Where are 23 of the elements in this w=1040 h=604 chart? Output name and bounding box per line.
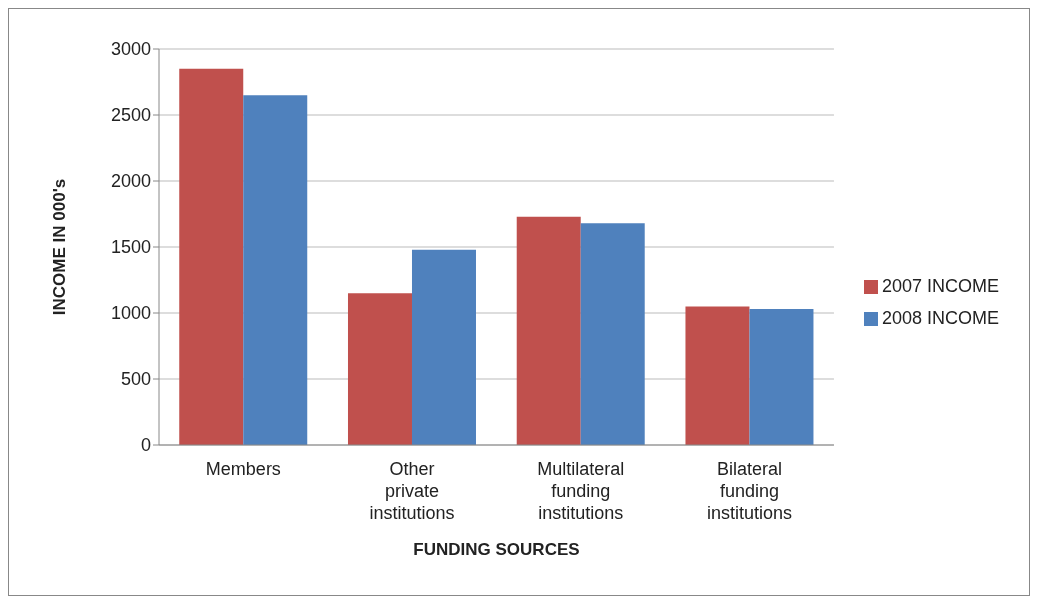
- bar: [411, 249, 476, 445]
- y-tick-label: 500: [120, 369, 151, 390]
- legend-label: 2007 INCOME: [881, 276, 999, 296]
- legend-label: 2008 INCOME: [881, 308, 999, 328]
- y-tick-label: 1000: [110, 303, 151, 324]
- y-tick-label: 2500: [110, 105, 151, 126]
- x-tick-label: Bilateral funding institutions: [707, 459, 793, 523]
- bar: [516, 216, 581, 445]
- x-tick-label: Multilateral funding institutions: [537, 459, 625, 523]
- bar: [179, 68, 244, 445]
- bar: [749, 309, 814, 445]
- bar: [347, 293, 412, 445]
- y-axis-title: INCOME IN 000's: [50, 178, 70, 316]
- y-tick-label: 1500: [110, 237, 151, 258]
- y-tick-label: 3000: [110, 39, 151, 60]
- x-axis-title: FUNDING SOURCES: [413, 540, 580, 559]
- x-tick-label: Other private institutions: [369, 459, 455, 523]
- y-tick-label: 2000: [110, 171, 151, 192]
- bar: [685, 306, 750, 445]
- y-tick-label: 0: [140, 435, 151, 456]
- bar: [580, 223, 645, 445]
- x-tick-label: Members: [205, 459, 281, 479]
- bar: [243, 95, 308, 445]
